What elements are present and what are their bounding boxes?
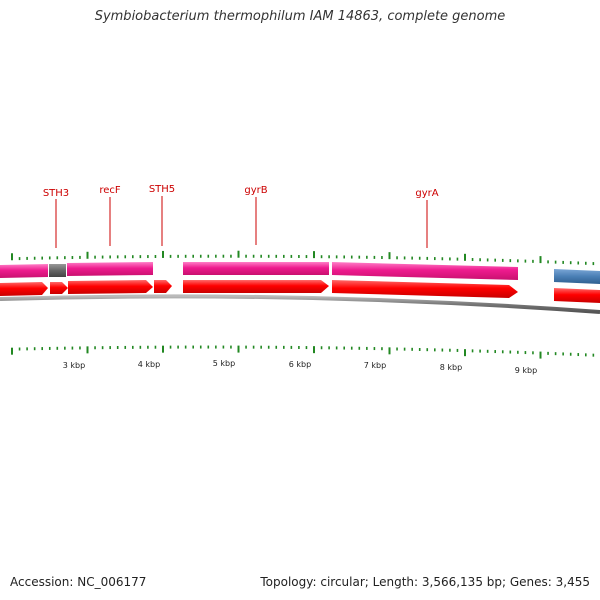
gene-label-sth5: STH5 bbox=[149, 184, 175, 195]
gene-label-sth3: STH3 bbox=[43, 188, 69, 199]
map-title: Symbiobacterium thermophilum IAM 14863, … bbox=[94, 9, 506, 24]
kbp-label: 8 kbp bbox=[440, 363, 462, 372]
gene-arrow bbox=[183, 280, 329, 293]
cds-block bbox=[332, 262, 518, 280]
genome-backbone bbox=[0, 294, 600, 314]
kbp-label: 6 kbp bbox=[289, 360, 311, 369]
cds-block bbox=[183, 262, 329, 275]
gene-label-recf: recF bbox=[99, 185, 121, 196]
cds-block bbox=[0, 264, 48, 278]
cds-block bbox=[67, 262, 153, 276]
gene-arrow bbox=[50, 282, 68, 294]
kbp-label: 5 kbp bbox=[213, 359, 235, 368]
gene-arrow-track bbox=[0, 280, 600, 303]
gene-arrow bbox=[154, 280, 172, 293]
kbp-labels: 3 kbp 4 kbp 5 kbp 6 kbp 7 kbp 8 kbp 9 kb… bbox=[63, 359, 537, 375]
accession-label: Accession: NC_006177 bbox=[10, 575, 147, 589]
cds-block-blue bbox=[554, 269, 600, 284]
gene-label-gyrb: gyrB bbox=[244, 185, 267, 196]
kbp-label: 9 kbp bbox=[515, 366, 537, 375]
tick-row-lower bbox=[11, 345, 595, 359]
genome-info-label: Topology: circular; Length: 3,566,135 bp… bbox=[260, 575, 590, 589]
cds-gap-block bbox=[49, 264, 66, 277]
tick-row-upper bbox=[11, 250, 595, 266]
kbp-label: 3 kbp bbox=[63, 361, 85, 370]
gene-arrow bbox=[68, 280, 153, 294]
kbp-label: 4 kbp bbox=[138, 360, 160, 369]
kbp-label: 7 kbp bbox=[364, 361, 386, 370]
gene-arrow bbox=[0, 282, 48, 296]
gene-arrow bbox=[332, 280, 518, 298]
gene-arrow bbox=[554, 288, 600, 303]
cds-track bbox=[0, 262, 600, 284]
gene-label-gyra: gyrA bbox=[415, 188, 438, 199]
gene-labels: STH3 recF STH5 gyrB gyrA bbox=[43, 184, 439, 248]
